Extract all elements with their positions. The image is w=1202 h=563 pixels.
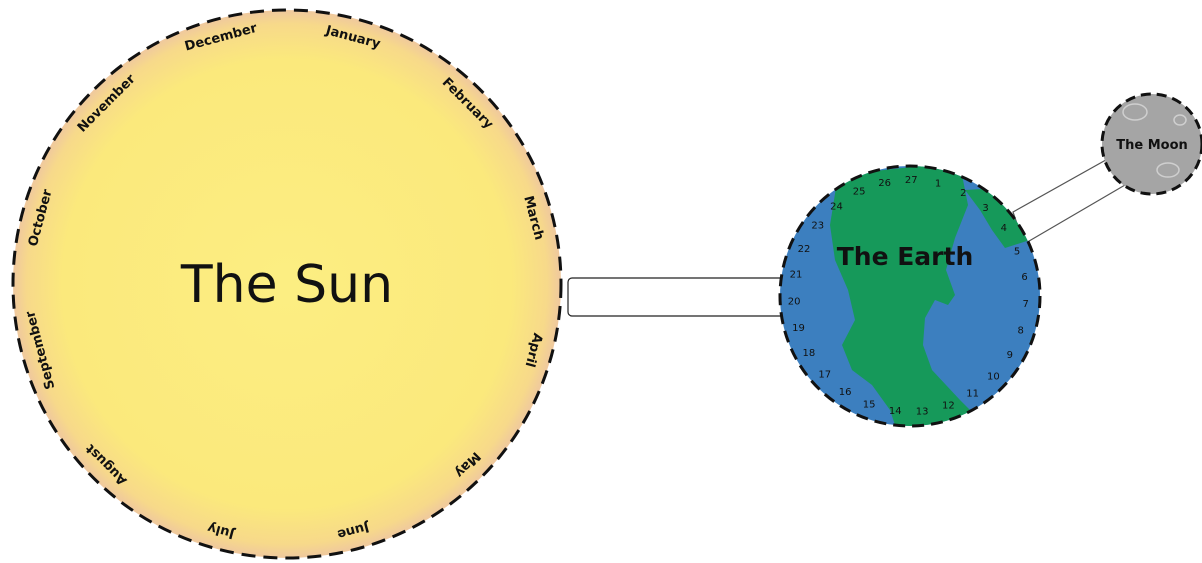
day-label-27: 27 [905,175,918,186]
day-label-14: 14 [889,406,902,417]
moon-crater [1122,103,1148,121]
day-label-9: 9 [1007,350,1013,361]
moon-disc [1100,92,1202,196]
moon-crater [1173,114,1187,126]
moon-group: The Moon [1100,92,1202,196]
day-label-13: 13 [916,406,929,417]
day-label-20: 20 [788,296,801,307]
day-label-25: 25 [853,187,866,198]
day-label-1: 1 [935,178,941,189]
day-label-3: 3 [982,203,988,214]
day-label-11: 11 [966,389,979,400]
day-label-2: 2 [960,188,966,199]
earth-land-main [830,166,990,426]
day-label-26: 26 [878,178,891,189]
day-label-17: 17 [818,370,831,381]
moon-crater [1156,162,1180,178]
day-label-16: 16 [839,387,852,398]
sun-disc [11,8,563,560]
moon-title: The Moon [1116,138,1188,153]
day-label-18: 18 [803,348,816,359]
day-label-21: 21 [790,270,803,281]
day-label-12: 12 [942,401,955,412]
day-label-7: 7 [1023,299,1029,310]
month-label-july: July [206,519,237,541]
day-label-24: 24 [830,201,843,212]
day-label-22: 22 [798,244,811,255]
day-label-10: 10 [987,372,1000,383]
day-label-23: 23 [811,221,824,232]
earth-outline [778,164,1042,428]
day-label-19: 19 [792,323,805,334]
day-label-8: 8 [1018,326,1024,337]
day-label-5: 5 [1014,246,1020,257]
sun-title: The Sun [180,255,393,315]
day-label-6: 6 [1021,272,1027,283]
day-label-4: 4 [1001,223,1007,234]
sun-group: JanuaryFebruaryMarchAprilMayJuneJulyAugu… [11,8,563,560]
earth-group: 1234567891011121314151617181920212223242… [778,164,1042,428]
day-label-15: 15 [863,400,876,411]
sun-earth-connector [567,277,787,317]
earth-day-labels: 1234567891011121314151617181920212223242… [788,175,1029,417]
earth-title: The Earth [837,242,974,271]
